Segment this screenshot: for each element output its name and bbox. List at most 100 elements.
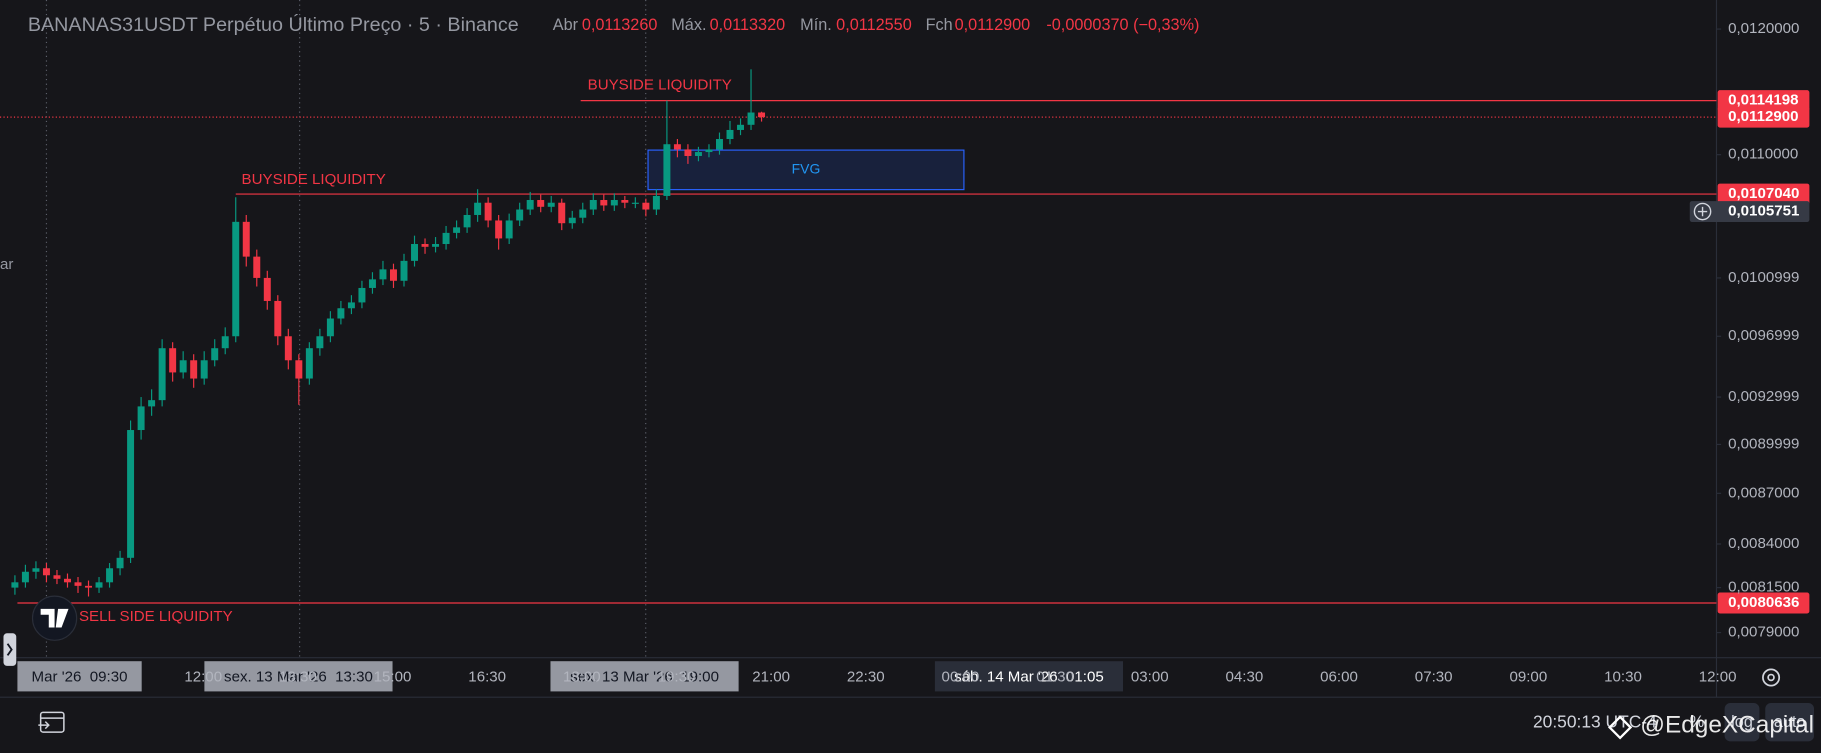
candle-body bbox=[484, 202, 492, 221]
y-tick-label: 0,0120000 bbox=[1728, 20, 1799, 37]
x-tick-label: 12:00 bbox=[1699, 668, 1737, 685]
log-toggle[interactable]: log bbox=[1731, 713, 1753, 731]
liquidity-label: BUYSIDE LIQUIDITY bbox=[588, 76, 732, 93]
candle-body bbox=[32, 568, 40, 572]
candle-body bbox=[505, 220, 513, 239]
gear-outer bbox=[1762, 668, 1781, 687]
x-tick-label: 01:30 bbox=[1036, 668, 1074, 685]
y-tick-label: 0,0079000 bbox=[1728, 624, 1799, 641]
candle-body bbox=[148, 400, 156, 407]
candle-body bbox=[221, 336, 229, 349]
crosshair-time-label: sex. 13 Mar '26 19:00 bbox=[570, 668, 719, 685]
auto-toggle[interactable]: auto bbox=[1774, 713, 1806, 731]
candle-body bbox=[694, 152, 702, 156]
x-tick-label: 10:30 bbox=[1604, 668, 1642, 685]
candle-body bbox=[726, 129, 734, 140]
candle-body bbox=[589, 200, 597, 210]
x-tick-label: 03:00 bbox=[1131, 668, 1169, 685]
candle-body bbox=[211, 348, 219, 361]
candle-body bbox=[421, 244, 429, 247]
y-tick-label: 0,0092999 bbox=[1728, 388, 1799, 405]
goto-date-button[interactable] bbox=[38, 711, 65, 733]
side-label: ar bbox=[0, 256, 13, 273]
candle-body bbox=[474, 202, 482, 215]
candle-body bbox=[705, 149, 713, 153]
candle-body bbox=[64, 578, 71, 583]
candle-body bbox=[558, 202, 566, 224]
price-label-bg bbox=[1689, 201, 1810, 223]
chart-title: BANANAS31USDT Perpétuo Último Preço · 5 … bbox=[28, 13, 519, 36]
candle-body bbox=[190, 360, 198, 379]
price-label-bg bbox=[1717, 106, 1810, 128]
price-label: 0,0107040 bbox=[1728, 185, 1799, 202]
candle-body bbox=[547, 202, 555, 207]
candle-body bbox=[95, 582, 103, 588]
candle-body bbox=[411, 244, 418, 261]
candle-body bbox=[610, 200, 618, 206]
candle-body bbox=[715, 139, 723, 150]
y-tick-label: 0,0100999 bbox=[1728, 269, 1799, 286]
candle-body bbox=[400, 260, 408, 281]
candle-body bbox=[179, 360, 187, 373]
legend-key: Abr bbox=[553, 16, 579, 34]
candle-body bbox=[253, 256, 261, 278]
candle-body bbox=[127, 430, 135, 558]
y-tick-label: 0,0084000 bbox=[1728, 535, 1799, 552]
candle-body bbox=[495, 220, 503, 239]
candle-body bbox=[631, 202, 639, 204]
crosshair-time-bg bbox=[934, 661, 1124, 692]
legend-key: Fch bbox=[926, 16, 953, 34]
collapse-arrow bbox=[6, 643, 13, 656]
candle-body bbox=[368, 279, 376, 288]
gear-inner bbox=[1767, 673, 1775, 682]
candle-body bbox=[232, 221, 240, 337]
candle-body bbox=[758, 112, 766, 118]
legend-change: -0,0000370 (−0,33%) bbox=[1046, 16, 1199, 34]
collapse-tab[interactable] bbox=[3, 633, 17, 666]
price-label-bg bbox=[1717, 90, 1810, 112]
candle-body bbox=[284, 336, 292, 361]
y-tick-label: 0,0081500 bbox=[1728, 579, 1799, 596]
candle-body bbox=[642, 202, 650, 210]
add-alert-icon bbox=[1693, 202, 1712, 221]
candle-body bbox=[537, 200, 545, 207]
legend-value: 0,0113260 bbox=[582, 16, 658, 34]
axis-settings-button[interactable] bbox=[1762, 668, 1781, 687]
watermark: @EdgeXCapital bbox=[1640, 712, 1814, 739]
x-tick-label: 18:00 bbox=[563, 668, 601, 685]
candle-body bbox=[673, 144, 681, 150]
liquidity-label: SELL SIDE LIQUIDITY bbox=[79, 608, 233, 625]
price-label-bg bbox=[1717, 183, 1810, 205]
overlay: 0,0114198 0,0107040 0,0080636 0,0112900 0,01… bbox=[17, 16, 1810, 692]
y-tick-label: 0,0110000 bbox=[1728, 146, 1798, 163]
candle-body bbox=[516, 209, 524, 221]
candle-body bbox=[158, 348, 166, 401]
candle-body bbox=[263, 277, 271, 301]
add-alert-plus bbox=[1697, 206, 1708, 217]
watermark-icon bbox=[1607, 715, 1633, 740]
candle-body bbox=[53, 575, 61, 579]
candle-body bbox=[379, 269, 387, 280]
x-tick-label: 00:00 bbox=[942, 668, 980, 685]
legend-key: Máx. bbox=[671, 16, 706, 34]
candle-body bbox=[453, 227, 461, 233]
candle-body bbox=[737, 124, 744, 130]
x-tick-label: 09:00 bbox=[1509, 668, 1547, 685]
calendar-arrow bbox=[38, 721, 50, 730]
liquidity-label: BUYSIDE LIQUIDITY bbox=[242, 171, 386, 188]
y-tick-label: 0,0087000 bbox=[1728, 484, 1799, 501]
x-tick-label: 06:00 bbox=[1320, 668, 1358, 685]
percent-toggle[interactable]: % bbox=[1690, 713, 1704, 731]
candle-body bbox=[652, 195, 660, 210]
candle-body bbox=[337, 308, 345, 319]
candle-body bbox=[663, 144, 671, 196]
y-tick-label: 0,0096999 bbox=[1728, 327, 1799, 344]
price-label: 0,0080636 bbox=[1728, 594, 1799, 611]
candle-body bbox=[747, 112, 755, 125]
log-toggle-bg bbox=[1724, 703, 1760, 742]
x-tick-label: 12:00 bbox=[184, 668, 222, 685]
legend-value: 0,0112900 bbox=[955, 16, 1031, 34]
